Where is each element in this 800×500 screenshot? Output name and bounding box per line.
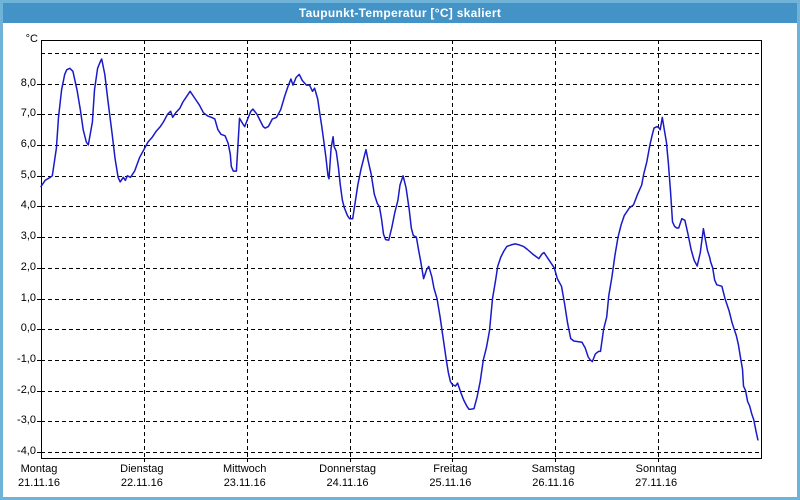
y-tick-label: 3,0 [20, 230, 36, 243]
y-tick-label: -2,0 [17, 383, 36, 396]
day-name-label: Mittwoch [223, 463, 267, 475]
temperature-line [40, 58, 759, 441]
y-tick-label: -1,0 [17, 353, 36, 366]
y-tick-label: 2,0 [20, 260, 36, 273]
plot-border [41, 40, 762, 459]
y-tick-label: -3,0 [17, 414, 36, 427]
x-day-label: Montag 21.11.16 [0, 462, 92, 490]
y-tick-label: 4,0 [20, 199, 36, 212]
day-date-label: 24.11.16 [326, 477, 369, 489]
y-tick-label: 6,0 [20, 138, 36, 151]
x-day-label: Mittwoch 23.11.16 [192, 462, 298, 490]
y-tick-label: -4,0 [17, 445, 36, 458]
x-day-label: Dienstag 22.11.16 [89, 462, 195, 490]
title-bar: Taupunkt-Temperatur [°C] skaliert [2, 2, 798, 23]
day-name-label: Samstag [531, 463, 575, 475]
x-day-label: Freitag 25.11.16 [397, 462, 503, 490]
x-day-label: Samstag 26.11.16 [500, 462, 606, 490]
day-name-label: Freitag [433, 463, 468, 475]
day-date-label: 21.11.16 [17, 477, 60, 489]
day-name-label: Montag [20, 463, 58, 475]
day-date-label: 27.11.16 [635, 477, 678, 489]
y-tick-label: 7,0 [20, 107, 36, 120]
y-tick-label: 1,0 [20, 291, 36, 304]
day-name-label: Donnerstag [319, 463, 376, 475]
day-name-label: Dienstag [120, 463, 164, 475]
day-name-label: Sonntag [635, 463, 677, 475]
y-tick-label: 5,0 [20, 168, 36, 181]
window-title: Taupunkt-Temperatur [°C] skaliert [298, 5, 502, 20]
day-date-label: 25.11.16 [429, 477, 472, 489]
x-day-label: Sonntag 27.11.16 [603, 462, 709, 490]
day-date-label: 23.11.16 [223, 477, 266, 489]
day-date-label: 26.11.16 [532, 477, 575, 489]
x-day-label: Donnerstag 24.11.16 [295, 462, 401, 490]
y-axis-unit-label: °C [25, 33, 38, 45]
day-date-label: 22.11.16 [120, 477, 163, 489]
y-tick-label: 0,0 [20, 322, 36, 335]
y-tick-label: 8,0 [20, 76, 36, 89]
